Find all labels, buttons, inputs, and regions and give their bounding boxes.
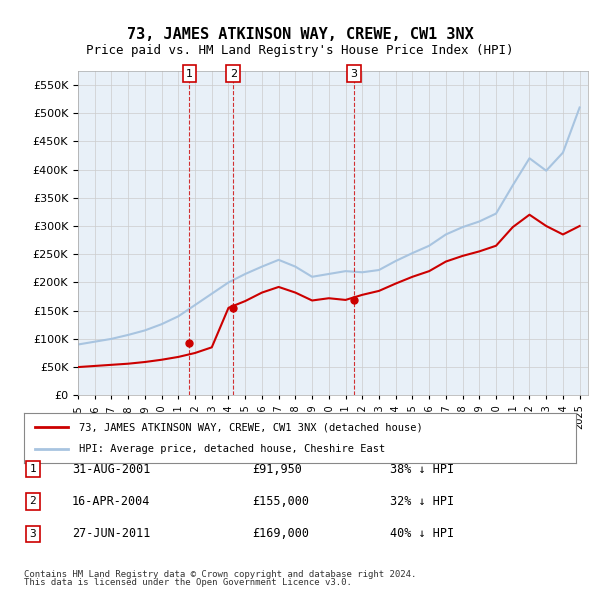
Text: £169,000: £169,000 (252, 527, 309, 540)
Text: 73, JAMES ATKINSON WAY, CREWE, CW1 3NX: 73, JAMES ATKINSON WAY, CREWE, CW1 3NX (127, 27, 473, 41)
Text: 1: 1 (186, 68, 193, 78)
Text: 2: 2 (230, 68, 237, 78)
Text: Contains HM Land Registry data © Crown copyright and database right 2024.: Contains HM Land Registry data © Crown c… (24, 571, 416, 579)
Text: 40% ↓ HPI: 40% ↓ HPI (390, 527, 454, 540)
Text: 38% ↓ HPI: 38% ↓ HPI (390, 463, 454, 476)
Text: Price paid vs. HM Land Registry's House Price Index (HPI): Price paid vs. HM Land Registry's House … (86, 44, 514, 57)
Text: HPI: Average price, detached house, Cheshire East: HPI: Average price, detached house, Ches… (79, 444, 385, 454)
Text: This data is licensed under the Open Government Licence v3.0.: This data is licensed under the Open Gov… (24, 578, 352, 587)
Text: 73, JAMES ATKINSON WAY, CREWE, CW1 3NX (detached house): 73, JAMES ATKINSON WAY, CREWE, CW1 3NX (… (79, 422, 423, 432)
Text: 16-APR-2004: 16-APR-2004 (72, 495, 151, 508)
Text: 32% ↓ HPI: 32% ↓ HPI (390, 495, 454, 508)
Text: 1: 1 (29, 464, 37, 474)
Text: £155,000: £155,000 (252, 495, 309, 508)
Text: 31-AUG-2001: 31-AUG-2001 (72, 463, 151, 476)
Text: 2: 2 (29, 497, 37, 506)
Text: 27-JUN-2011: 27-JUN-2011 (72, 527, 151, 540)
Text: 3: 3 (350, 68, 357, 78)
Text: 3: 3 (29, 529, 37, 539)
Text: £91,950: £91,950 (252, 463, 302, 476)
